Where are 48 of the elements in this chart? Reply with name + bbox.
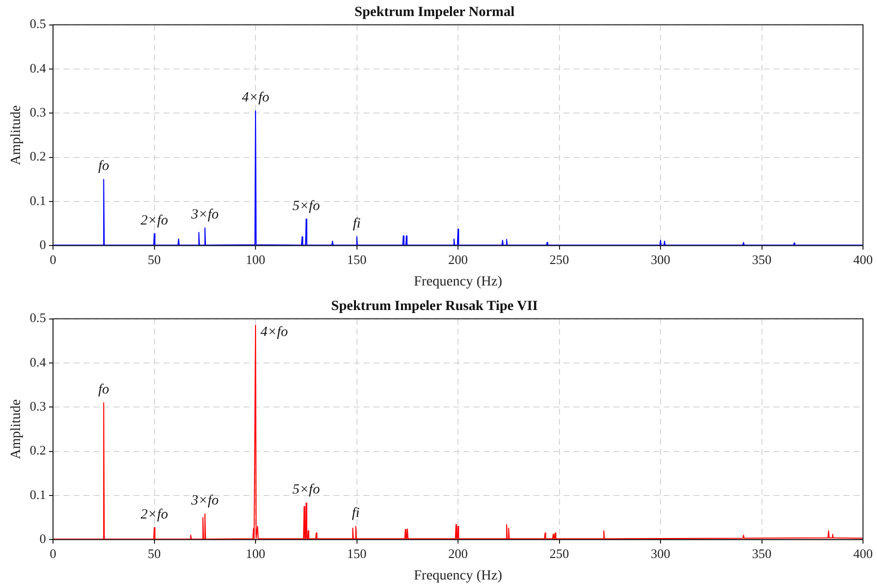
x-axis-title: Frequency (Hz) bbox=[414, 274, 502, 290]
annotation: fo bbox=[98, 159, 110, 174]
y-tick-label: 0 bbox=[40, 531, 46, 546]
x-tick-label: 150 bbox=[347, 252, 367, 267]
annotation: 3×fo bbox=[190, 208, 219, 223]
annotation: 2×fo bbox=[140, 507, 168, 522]
x-tick-label: 400 bbox=[853, 546, 873, 561]
y-tick-label: 0.3 bbox=[30, 104, 46, 120]
x-tick-label: 100 bbox=[246, 546, 266, 561]
chart-title: Spektrum Impeler Normal bbox=[354, 5, 515, 20]
y-tick-label: 0.2 bbox=[30, 442, 46, 458]
x-tick-label: 0 bbox=[50, 546, 56, 561]
x-tick-label: 100 bbox=[246, 252, 266, 267]
y-axis-title: Amplitude bbox=[9, 399, 24, 460]
x-tick-label: 350 bbox=[752, 546, 772, 561]
x-tick-label: 400 bbox=[853, 252, 873, 267]
y-tick-label: 0.4 bbox=[30, 354, 47, 370]
x-tick-label: 150 bbox=[347, 546, 367, 561]
annotation: fi bbox=[352, 506, 360, 522]
x-tick-label: 350 bbox=[752, 252, 772, 267]
x-tick-label: 50 bbox=[148, 252, 161, 267]
y-tick-label: 0.4 bbox=[30, 60, 47, 76]
x-tick-label: 200 bbox=[448, 546, 468, 561]
annotation: fi bbox=[352, 216, 361, 232]
annotation: 5×fo bbox=[292, 482, 320, 498]
y-axis-title: Amplitude bbox=[9, 105, 24, 166]
annotation: 5×fo bbox=[292, 198, 320, 214]
x-tick-label: 250 bbox=[550, 546, 570, 561]
y-tick-label: 0.2 bbox=[30, 148, 46, 164]
x-tick-label: 200 bbox=[448, 252, 468, 267]
x-axis-title: Frequency (Hz) bbox=[414, 568, 502, 584]
y-tick-label: 0.5 bbox=[30, 310, 46, 326]
annotation: 3×fo bbox=[190, 494, 219, 509]
annotation: fo bbox=[98, 382, 110, 398]
chart-title: Spektrum Impeler Rusak Tipe VII bbox=[331, 299, 538, 314]
x-tick-label: 300 bbox=[650, 546, 670, 561]
x-tick-label: 250 bbox=[550, 252, 570, 267]
y-tick-label: 0.3 bbox=[30, 398, 46, 414]
y-tick-label: 0.5 bbox=[30, 16, 46, 32]
annotation: 4×fo bbox=[260, 325, 288, 340]
y-tick-label: 0.1 bbox=[30, 192, 46, 208]
x-tick-label: 50 bbox=[148, 546, 161, 561]
x-tick-label: 0 bbox=[50, 252, 56, 267]
annotation: 4×fo bbox=[242, 90, 270, 106]
y-tick-label: 0.1 bbox=[30, 486, 46, 502]
annotation: 2×fo bbox=[140, 213, 168, 228]
x-tick-label: 300 bbox=[650, 252, 670, 267]
y-tick-label: 0 bbox=[40, 237, 46, 252]
